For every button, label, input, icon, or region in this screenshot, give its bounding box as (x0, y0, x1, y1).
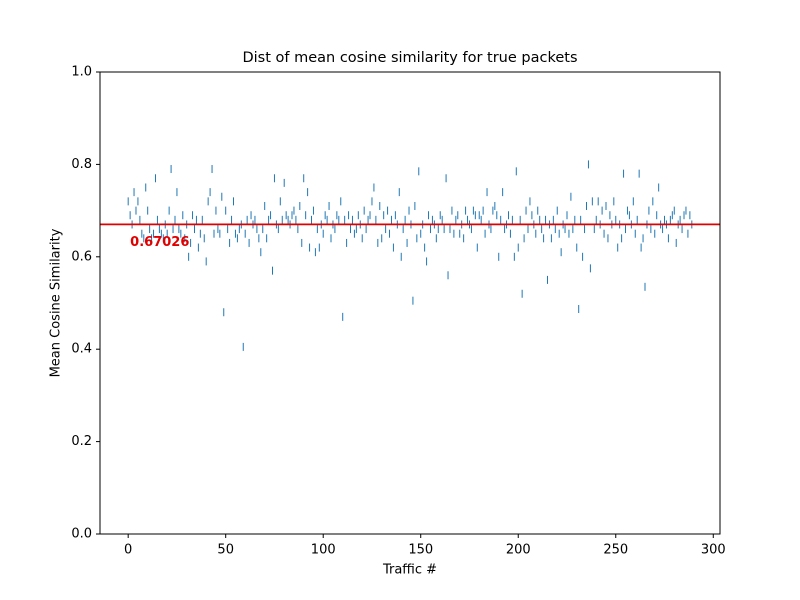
x-tick-label: 300 (701, 543, 726, 558)
y-tick-label: 0.0 (71, 527, 92, 542)
y-tick-label: 0.4 (71, 342, 92, 357)
x-tick-label: 0 (124, 543, 132, 558)
x-tick-label: 200 (506, 543, 531, 558)
chart-title: Dist of mean cosine similarity for true … (242, 50, 577, 66)
y-tick-label: 0.2 (71, 434, 92, 449)
x-tick-label: 100 (311, 543, 336, 558)
y-tick-label: 0.6 (71, 249, 92, 264)
y-axis-label: Mean Cosine Similarity (49, 228, 64, 377)
mean-label: 0.67026 (130, 235, 189, 250)
x-axis-label: Traffic # (382, 563, 437, 578)
y-tick-label: 1.0 (71, 65, 92, 80)
y-tick-label: 0.8 (71, 157, 92, 172)
x-tick-label: 250 (603, 543, 628, 558)
x-tick-label: 50 (217, 543, 234, 558)
x-tick-label: 150 (408, 543, 433, 558)
plot-frame (99, 71, 721, 535)
